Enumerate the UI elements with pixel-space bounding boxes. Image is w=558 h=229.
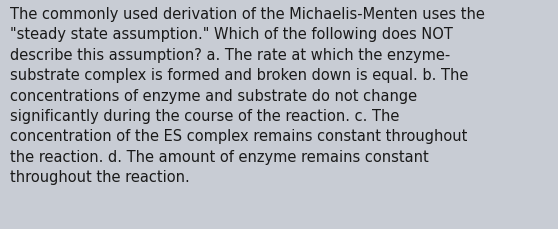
Text: The commonly used derivation of the Michaelis-Menten uses the
"steady state assu: The commonly used derivation of the Mich…	[10, 7, 485, 184]
